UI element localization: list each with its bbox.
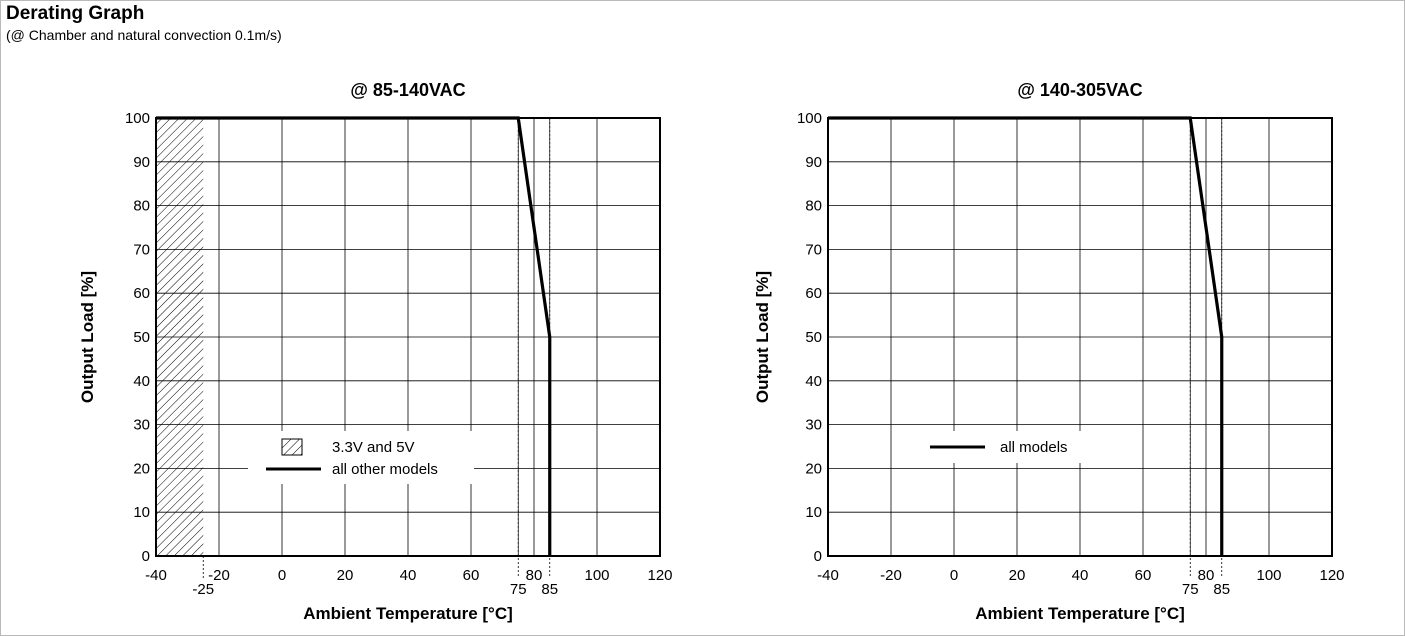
y-tick-label: 100 bbox=[125, 110, 150, 127]
legend-label: all other models bbox=[332, 461, 438, 478]
chart-panel-1: @ 85-140VAC -40 -20 0 20 40 60 80 100 120 -25 75 85 0… bbox=[78, 80, 673, 623]
y-tick-label: 70 bbox=[805, 241, 822, 258]
x-tick-label: -40 bbox=[817, 567, 839, 584]
y-tick-label: 100 bbox=[797, 110, 822, 127]
x-tick-label: 80 bbox=[526, 567, 543, 584]
x-tick-label: 100 bbox=[584, 567, 609, 584]
x-tick-label: 40 bbox=[1072, 567, 1089, 584]
y-tick-label: 60 bbox=[805, 285, 822, 302]
y-tick-label: 50 bbox=[805, 329, 822, 346]
y-tick-label: 90 bbox=[133, 154, 150, 171]
x-tick-label: -20 bbox=[880, 567, 902, 584]
x-tick-label: 80 bbox=[1198, 567, 1215, 584]
x-extra-label: -25 bbox=[192, 581, 214, 598]
x-tick-label: -40 bbox=[145, 567, 167, 584]
x-tick-label: 20 bbox=[1009, 567, 1026, 584]
x-extra-label: 75 bbox=[1182, 581, 1199, 598]
y-tick-label: 20 bbox=[805, 460, 822, 477]
page-subtitle: (@ Chamber and natural convection 0.1m/s… bbox=[6, 27, 282, 43]
x-tick-label: 20 bbox=[337, 567, 354, 584]
x-axis-label: Ambient Temperature [°C] bbox=[303, 604, 513, 623]
series-line bbox=[156, 116, 552, 556]
legend-swatch-hatch bbox=[281, 438, 303, 456]
page-title: Derating Graph bbox=[6, 3, 145, 24]
y-tick-label: 70 bbox=[133, 241, 150, 258]
x-tick-label: -20 bbox=[208, 567, 230, 584]
x-axis-label: Ambient Temperature [°C] bbox=[975, 604, 1185, 623]
series-line bbox=[828, 116, 1224, 556]
y-tick-label: 50 bbox=[133, 329, 150, 346]
y-tick-label: 90 bbox=[805, 154, 822, 171]
y-tick-label: 20 bbox=[133, 460, 150, 477]
chart-title: @ 140-305VAC bbox=[1017, 80, 1142, 100]
y-tick-label: 10 bbox=[805, 504, 822, 521]
x-tick-label: 0 bbox=[950, 567, 958, 584]
x-tick-label: 120 bbox=[1319, 567, 1344, 584]
x-tick-label: 40 bbox=[400, 567, 417, 584]
legend-label: 3.3V and 5V bbox=[332, 439, 415, 456]
y-tick-label: 80 bbox=[133, 198, 150, 215]
y-tick-label: 80 bbox=[805, 198, 822, 215]
x-tick-label: 60 bbox=[1135, 567, 1152, 584]
x-tick-label: 100 bbox=[1256, 567, 1281, 584]
y-tick-label: 30 bbox=[805, 417, 822, 434]
x-tick-label: 120 bbox=[647, 567, 672, 584]
y-tick-label: 40 bbox=[133, 373, 150, 390]
legend-label: all models bbox=[1000, 439, 1068, 456]
x-extra-label: 85 bbox=[541, 581, 558, 598]
y-tick-label: 0 bbox=[142, 548, 150, 565]
chart-title: @ 85-140VAC bbox=[350, 80, 465, 100]
y-tick-label: 60 bbox=[133, 285, 150, 302]
y-tick-label: 0 bbox=[814, 548, 822, 565]
y-axis-label: Output Load [%] bbox=[78, 271, 97, 403]
y-axis-label: Output Load [%] bbox=[753, 271, 772, 403]
chart-panel-2: @ 140-305VAC -40 -20 0 20 40 60 80 100 120 75 85 0 10… bbox=[753, 80, 1345, 623]
x-extra-label: 75 bbox=[510, 581, 527, 598]
y-tick-label: 40 bbox=[805, 373, 822, 390]
x-tick-label: 0 bbox=[278, 567, 286, 584]
x-tick-label: 60 bbox=[463, 567, 480, 584]
y-tick-label: 10 bbox=[133, 504, 150, 521]
x-extra-label: 85 bbox=[1213, 581, 1230, 598]
y-tick-label: 30 bbox=[133, 417, 150, 434]
